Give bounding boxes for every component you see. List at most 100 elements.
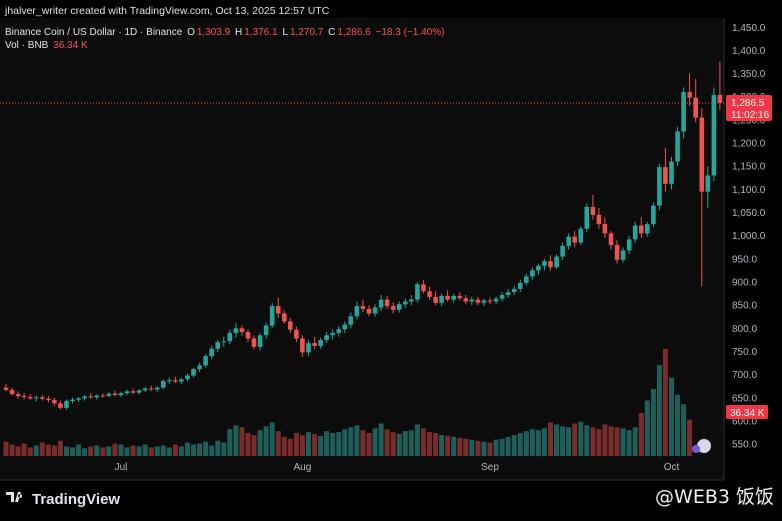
- candle-body: [433, 296, 438, 303]
- candle-body: [699, 117, 705, 192]
- candle-body: [711, 94, 717, 176]
- volume-bar: [602, 424, 608, 456]
- candle-body: [269, 306, 275, 326]
- candle-body: [487, 300, 493, 302]
- candle-body: [620, 250, 626, 260]
- volume-bar: [76, 444, 82, 456]
- volume-bar: [354, 425, 360, 456]
- y-tick-label: 800.0: [732, 324, 757, 335]
- y-tick-label: 900.0: [732, 278, 757, 289]
- volume-bar: [487, 442, 493, 456]
- candle-body: [536, 265, 541, 271]
- candle-body: [542, 261, 547, 266]
- candle-body: [403, 301, 408, 305]
- volume-bar: [681, 404, 687, 456]
- candle-body: [161, 381, 166, 388]
- volume-bar: [445, 435, 451, 456]
- volume-bar: [535, 430, 541, 456]
- volume-bar: [414, 424, 420, 456]
- volume-bar: [650, 389, 656, 456]
- candle-body: [263, 325, 269, 336]
- y-tick-label: 1,150.0: [732, 162, 766, 173]
- candle-body: [9, 389, 15, 395]
- y-tick-label: 1,200.0: [732, 139, 766, 150]
- y-tick-label: 600.0: [732, 416, 757, 427]
- candle-body: [663, 167, 668, 184]
- volume-bar: [366, 433, 372, 456]
- candle-body: [106, 393, 112, 396]
- last-price-badge: [726, 95, 772, 121]
- volume-bar: [306, 432, 311, 456]
- volume-bar: [451, 436, 457, 456]
- volume-bar: [203, 441, 209, 456]
- y-tick-label: 1,350.0: [732, 69, 766, 80]
- volume-bar: [64, 446, 69, 456]
- volume-bar: [439, 435, 445, 456]
- volume-bar: [499, 438, 505, 456]
- candle-body: [669, 161, 674, 184]
- x-tick-label: Sep: [481, 462, 499, 473]
- watermark: @WEB3 饭饭: [655, 486, 774, 508]
- candle-body: [288, 321, 293, 330]
- candle-body: [717, 94, 723, 103]
- candle-body: [318, 339, 323, 346]
- volume-bar: [687, 419, 693, 456]
- candle-body: [336, 329, 341, 333]
- volume-bar: [281, 436, 287, 456]
- candle-body: [342, 324, 348, 330]
- volume-bar: [596, 429, 602, 456]
- volume-bar: [257, 430, 263, 456]
- countdown-label: 11:02:16: [731, 110, 770, 121]
- volume-bar: [342, 429, 348, 456]
- candle-body: [227, 332, 233, 342]
- candle-body: [572, 236, 577, 243]
- tradingview-brand[interactable]: TradingView: [6, 490, 120, 508]
- volume-bar: [457, 437, 463, 456]
- event-marker-icon: [697, 439, 711, 453]
- candle-body: [118, 393, 124, 396]
- volume-bar: [209, 445, 215, 456]
- volume-bar: [15, 446, 21, 456]
- candle-body: [457, 295, 462, 299]
- open-label: O: [187, 27, 195, 38]
- volume-bar: [620, 428, 626, 456]
- candle-body: [46, 398, 51, 401]
- candle-body: [505, 292, 511, 295]
- candle-body: [378, 299, 384, 308]
- volume-bar: [566, 427, 572, 456]
- volume-legend: Vol · BNB 36.34 K: [5, 40, 90, 51]
- candle-body: [566, 236, 571, 246]
- high-value: 1,376.1: [244, 27, 278, 38]
- candle-body: [239, 328, 245, 332]
- candle-body: [578, 228, 584, 243]
- low-value: 1,270.7: [289, 27, 324, 38]
- volume-bar: [330, 433, 336, 456]
- volume-bar: [348, 427, 354, 456]
- brand-label: TradingView: [32, 491, 121, 508]
- volume-bar: [269, 422, 275, 456]
- volume-bar: [656, 365, 662, 456]
- volume-bar: [178, 446, 184, 456]
- symbol-label: Binance Coin / US Dollar · 1D · Binance: [5, 27, 183, 38]
- volume-bar: [336, 432, 342, 456]
- candle-body: [693, 97, 698, 118]
- volume-bar: [475, 440, 481, 456]
- candle-body: [499, 295, 505, 299]
- candle-body: [282, 313, 287, 322]
- candle-body: [179, 379, 184, 382]
- candle-body: [167, 380, 172, 382]
- candle-body: [614, 244, 620, 260]
- candle-body: [257, 335, 263, 347]
- volume-bar: [172, 444, 178, 456]
- candle-body: [469, 299, 475, 302]
- candle-body: [481, 300, 487, 303]
- candle-body: [70, 399, 75, 401]
- candle-body: [439, 295, 444, 303]
- candle-body: [197, 365, 202, 370]
- y-tick-label: 1,450.0: [732, 23, 766, 34]
- candle-body: [209, 348, 214, 357]
- candle-body: [94, 395, 100, 398]
- volume-bar: [45, 444, 51, 456]
- volume-bar: [233, 425, 239, 456]
